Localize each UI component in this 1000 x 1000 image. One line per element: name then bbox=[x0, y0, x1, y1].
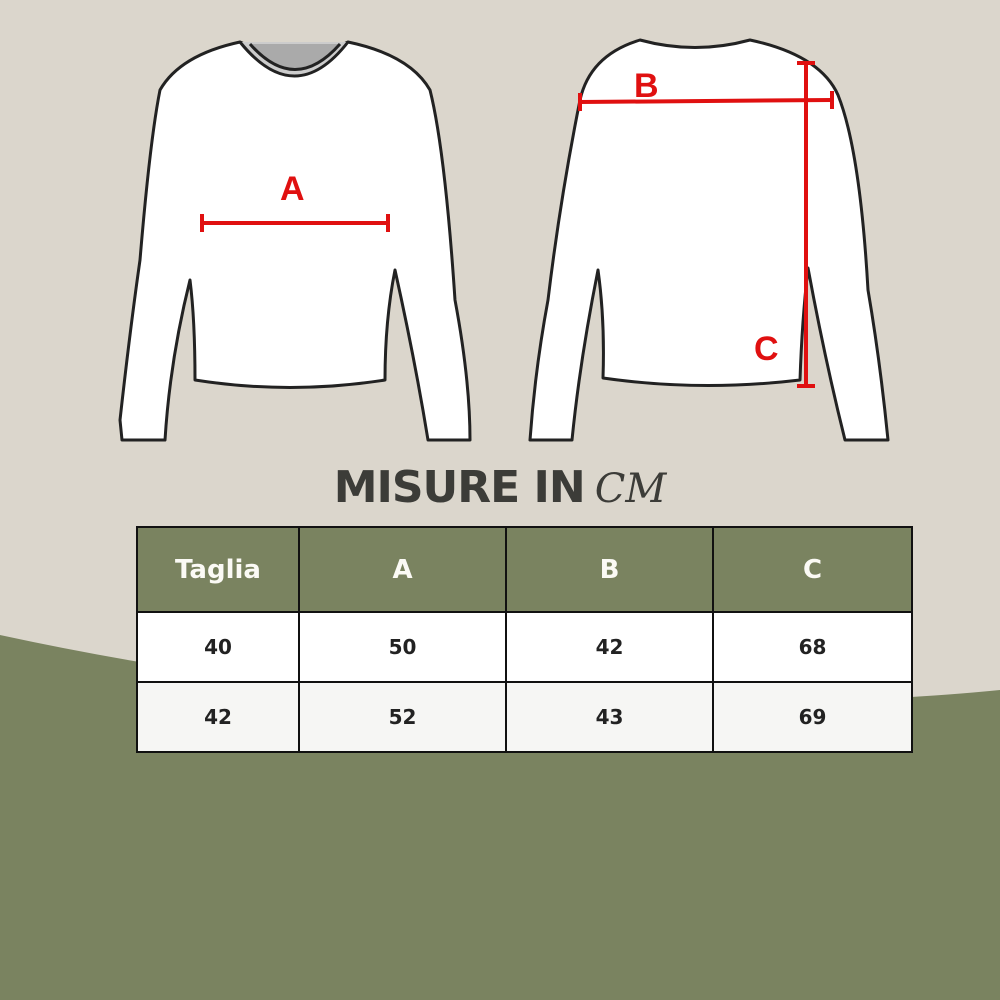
label-a: A bbox=[280, 170, 305, 208]
cell: 52 bbox=[298, 681, 507, 753]
table-row: 40 50 42 68 bbox=[136, 611, 913, 683]
front-shirt bbox=[118, 40, 472, 442]
table-row: 42 52 43 69 bbox=[136, 681, 913, 753]
header-size: Taglia bbox=[136, 526, 300, 613]
cell: 50 bbox=[298, 611, 507, 683]
label-b: B bbox=[634, 67, 659, 105]
cell: 68 bbox=[712, 611, 913, 683]
label-c: C bbox=[754, 330, 779, 368]
shirt-diagram: A B C bbox=[118, 38, 890, 442]
back-shirt bbox=[528, 38, 890, 442]
table-header-row: Taglia A B C bbox=[136, 526, 913, 613]
page-title: MISURE IN CM bbox=[0, 462, 1000, 513]
cell: 69 bbox=[712, 681, 913, 753]
header-c: C bbox=[712, 526, 913, 613]
header-b: B bbox=[505, 526, 714, 613]
cell: 40 bbox=[136, 611, 300, 683]
size-table: Taglia A B C 40 50 42 68 42 52 43 69 bbox=[136, 526, 913, 753]
title-main: MISURE IN bbox=[333, 462, 586, 513]
measure-lines bbox=[200, 61, 834, 388]
header-a: A bbox=[298, 526, 507, 613]
cell: 42 bbox=[505, 611, 714, 683]
title-unit: CM bbox=[594, 466, 667, 512]
cell: 42 bbox=[136, 681, 300, 753]
cell: 43 bbox=[505, 681, 714, 753]
